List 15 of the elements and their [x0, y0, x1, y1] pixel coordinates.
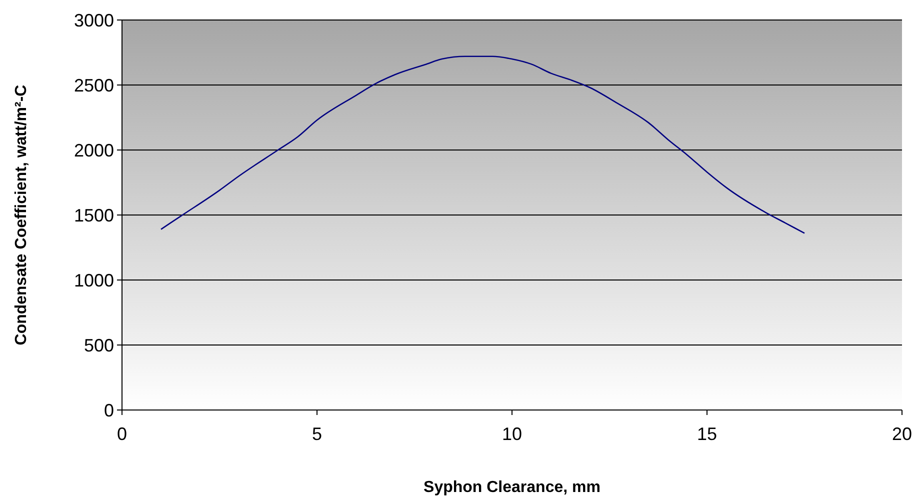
y-tick-label: 500	[84, 335, 114, 356]
y-tick-label: 2500	[74, 75, 114, 96]
y-tick-label: 3000	[74, 10, 114, 30]
y-tick-label: 2000	[74, 140, 114, 160]
x-tick-label: 10	[502, 424, 522, 444]
line-series	[160, 56, 806, 234]
x-tick-label: 20	[892, 424, 912, 444]
y-tick-label: 1500	[74, 205, 114, 226]
x-axis-title: Syphon Clearance, mm	[424, 479, 600, 496]
y-tick-label: 1000	[74, 270, 114, 290]
x-tick-label: 15	[696, 424, 718, 444]
x-tick-label: 0	[116, 424, 128, 444]
y-tick-label: 0	[104, 400, 114, 420]
x-tick-label: 5	[312, 424, 322, 444]
y-axis-title: Condensate Coefficient, watt/m²-C	[13, 84, 30, 346]
